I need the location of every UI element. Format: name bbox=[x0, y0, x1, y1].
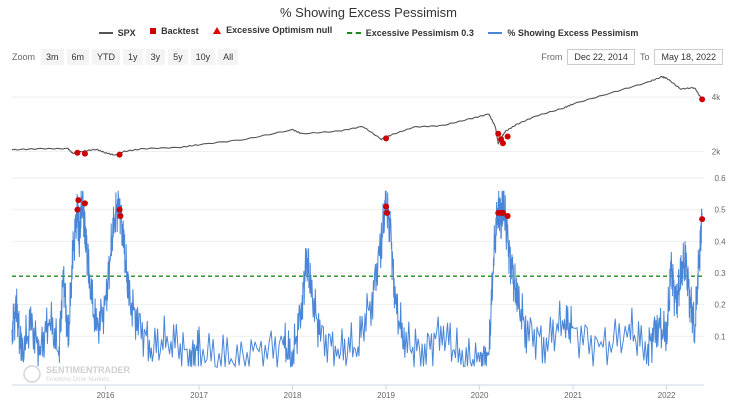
backtest-point bbox=[74, 149, 81, 156]
legend-label: SPX bbox=[117, 27, 136, 38]
backtest-point bbox=[699, 96, 706, 103]
zoom-ytd-button[interactable]: YTD bbox=[92, 49, 121, 65]
y-tick-label: 0.3 bbox=[714, 269, 726, 278]
x-tick-label: 2016 bbox=[97, 391, 115, 400]
legend-item-excessive-optimism[interactable]: Excessive Optimism null bbox=[213, 25, 332, 35]
watermark-sub: Emotions Drive Markets bbox=[46, 377, 110, 383]
legend-label: Backtest bbox=[161, 25, 199, 36]
backtest-point bbox=[504, 133, 511, 140]
legend-label: Excessive Optimism null bbox=[226, 25, 333, 35]
backtest-point bbox=[74, 206, 81, 213]
x-tick-label: 2020 bbox=[471, 391, 489, 400]
triangle-icon bbox=[213, 26, 222, 34]
zoom-10y-button[interactable]: 10y bbox=[190, 49, 216, 65]
y-tick-label: 2k bbox=[712, 147, 721, 156]
backtest-point bbox=[383, 203, 390, 210]
zoom-3m-button[interactable]: 3m bbox=[41, 49, 64, 65]
line-icon bbox=[98, 31, 113, 34]
backtest-point bbox=[117, 213, 124, 219]
y-tick-label: 0.4 bbox=[714, 237, 726, 246]
backtest-point bbox=[383, 135, 390, 142]
zoom-1y-button[interactable]: 1y bbox=[123, 49, 143, 65]
dashed-line-icon bbox=[346, 31, 361, 34]
zoom-all-button[interactable]: All bbox=[218, 49, 239, 65]
x-tick-label: 2019 bbox=[377, 391, 395, 400]
backtest-point bbox=[699, 216, 706, 223]
square-icon bbox=[150, 27, 157, 34]
backtest-point bbox=[499, 140, 506, 147]
x-tick-label: 2018 bbox=[284, 391, 302, 400]
to-label: To bbox=[639, 52, 650, 62]
legend-label: Excessive Pessimism 0.3 bbox=[365, 27, 474, 38]
backtest-point bbox=[504, 213, 511, 219]
x-tick-label: 2017 bbox=[190, 391, 208, 400]
backtest-point bbox=[81, 150, 88, 157]
chart-title: % Showing Excess Pessimism bbox=[280, 5, 457, 20]
from-date-input[interactable]: Dec 22, 2014 bbox=[567, 49, 635, 65]
logo-icon bbox=[23, 365, 41, 383]
from-label: From bbox=[541, 52, 563, 62]
backtest-point bbox=[495, 130, 502, 137]
y-tick-label: 0.6 bbox=[714, 174, 726, 183]
zoom-6m-button[interactable]: 6m bbox=[66, 49, 90, 65]
legend-item-pct-excess-pessimism[interactable]: % Showing Excess Pessimism bbox=[488, 28, 638, 38]
backtest-point bbox=[116, 151, 123, 158]
y-tick-label: 0.2 bbox=[714, 301, 726, 310]
backtest-point bbox=[81, 200, 88, 207]
zoom-controls: Zoom 3m 6m YTD 1y 3y 5y 10y All bbox=[12, 49, 239, 65]
legend-label: % Showing Excess Pessimism bbox=[507, 27, 639, 38]
zoom-3y-button[interactable]: 3y bbox=[145, 49, 166, 65]
backtest-point bbox=[75, 197, 82, 204]
legend-item-excessive-pessimism[interactable]: Excessive Pessimism 0.3 bbox=[346, 27, 474, 38]
y-tick-label: 4k bbox=[712, 93, 721, 102]
pct-excess-pessimism-series-line bbox=[11, 190, 703, 369]
legend-item-backtest[interactable]: Backtest bbox=[150, 26, 199, 36]
x-tick-label: 2022 bbox=[658, 391, 676, 400]
date-range: From Dec 22, 2014 To May 18, 2022 bbox=[541, 49, 723, 65]
x-tick-label: 2021 bbox=[564, 391, 582, 400]
y-tick-label: 0.1 bbox=[714, 332, 726, 341]
backtest-point bbox=[116, 206, 123, 213]
y-tick-label: 0.5 bbox=[714, 206, 726, 215]
zoom-label: Zoom bbox=[12, 52, 36, 62]
backtest-point bbox=[383, 209, 390, 216]
line-icon bbox=[488, 31, 503, 34]
to-date-input[interactable]: May 18, 2022 bbox=[654, 49, 723, 65]
watermark: SENTIMENTRADER Emotions Drive Markets bbox=[23, 365, 131, 383]
legend: SPX Backtest Excessive Optimism null Exc… bbox=[0, 25, 737, 38]
watermark-main: SENTIMENTRADER bbox=[46, 365, 131, 375]
legend-item-spx[interactable]: SPX bbox=[98, 27, 136, 38]
zoom-5y-button[interactable]: 5y bbox=[168, 49, 188, 65]
backtest-point bbox=[499, 209, 506, 216]
spx-series-line bbox=[11, 75, 703, 156]
